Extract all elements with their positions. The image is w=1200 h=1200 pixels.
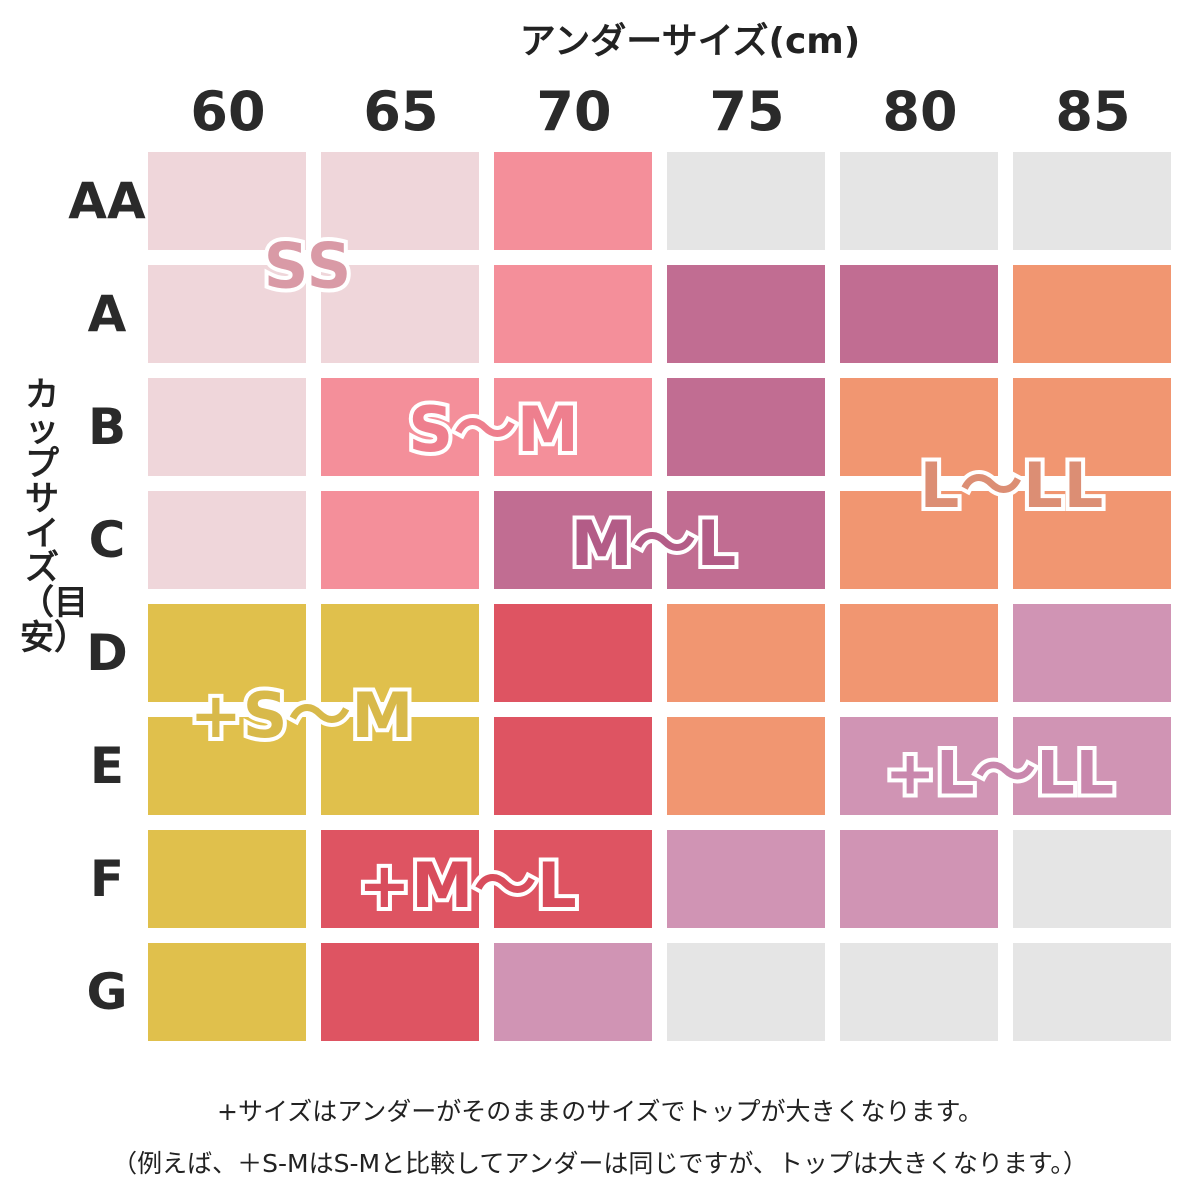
row-label-f: F: [89, 850, 125, 908]
cell-e-80: [840, 717, 998, 815]
cell-a-85: [1013, 265, 1171, 363]
cell-aa-60: [148, 152, 306, 250]
cell-d-70: [494, 604, 652, 702]
cell-e-75: [667, 717, 825, 815]
cell-f-65: [321, 830, 479, 928]
cell-b-65: [321, 378, 479, 476]
cell-aa-65: [321, 152, 479, 250]
column-label-85: 85: [1055, 80, 1131, 143]
cell-g-85: [1013, 943, 1171, 1041]
row-label-b: B: [87, 398, 127, 456]
cell-aa-80: [840, 152, 998, 250]
column-label-60: 60: [190, 80, 266, 143]
row-label-g: G: [86, 963, 128, 1021]
cell-a-60: [148, 265, 306, 363]
note-line-2: （例えば、＋S-MはS-Mと比較してアンダーは同じですが、トップは大きくなります…: [112, 1149, 1088, 1178]
y-axis-title: カップサイズ（目安）: [20, 375, 88, 658]
cell-c-85: [1013, 491, 1171, 589]
cell-g-60: [148, 943, 306, 1041]
cell-c-75: [667, 491, 825, 589]
zone-label-s-m: S～M: [404, 389, 582, 470]
row-label-c: C: [88, 511, 126, 569]
row-label-d: D: [86, 624, 128, 682]
note-line-1: +サイズはアンダーがそのままのサイズでトップが大きくなります。: [217, 1097, 983, 1126]
cell-d-75: [667, 604, 825, 702]
cell-b-75: [667, 378, 825, 476]
cell-e-65: [321, 717, 479, 815]
cell-b-80: [840, 378, 998, 476]
row-label-a: A: [87, 285, 127, 343]
cell-e-60: [148, 717, 306, 815]
row-label-e: E: [89, 737, 125, 795]
cell-aa-85: [1013, 152, 1171, 250]
column-label-65: 65: [363, 80, 439, 143]
cell-g-80: [840, 943, 998, 1041]
cell-b-85: [1013, 378, 1171, 476]
cell-c-70: [494, 491, 652, 589]
cell-f-80: [840, 830, 998, 928]
zone-label-ss: SS: [260, 226, 355, 307]
cell-c-65: [321, 491, 479, 589]
cell-a-80: [840, 265, 998, 363]
cell-f-75: [667, 830, 825, 928]
x-axis-title: アンダーサイズ(cm): [519, 21, 861, 62]
cell-aa-75: [667, 152, 825, 250]
cell-a-75: [667, 265, 825, 363]
cell-f-70: [494, 830, 652, 928]
cell-d-60: [148, 604, 306, 702]
zone-label-plus-m-l: +M～L: [354, 845, 580, 926]
row-label-aa: AA: [68, 172, 146, 230]
cell-d-85: [1013, 604, 1171, 702]
cell-g-70: [494, 943, 652, 1041]
column-label-80: 80: [882, 80, 958, 143]
cell-g-65: [321, 943, 479, 1041]
cell-c-60: [148, 491, 306, 589]
cell-g-75: [667, 943, 825, 1041]
zone-label-plus-l-ll: +L～LL: [881, 735, 1118, 813]
column-label-70: 70: [536, 80, 612, 143]
zone-label-m-l: M～L: [567, 503, 740, 584]
cell-e-85: [1013, 717, 1171, 815]
cell-f-85: [1013, 830, 1171, 928]
cell-a-65: [321, 265, 479, 363]
zone-label-plus-s-m: +S～M: [186, 675, 417, 756]
cell-d-80: [840, 604, 998, 702]
cell-b-60: [148, 378, 306, 476]
cell-aa-70: [494, 152, 652, 250]
cell-b-70: [494, 378, 652, 476]
column-label-75: 75: [709, 80, 785, 143]
cell-c-80: [840, 491, 998, 589]
cell-f-60: [148, 830, 306, 928]
cell-a-70: [494, 265, 652, 363]
cell-e-70: [494, 717, 652, 815]
cell-d-65: [321, 604, 479, 702]
zone-label-l-ll: L～LL: [916, 445, 1108, 526]
